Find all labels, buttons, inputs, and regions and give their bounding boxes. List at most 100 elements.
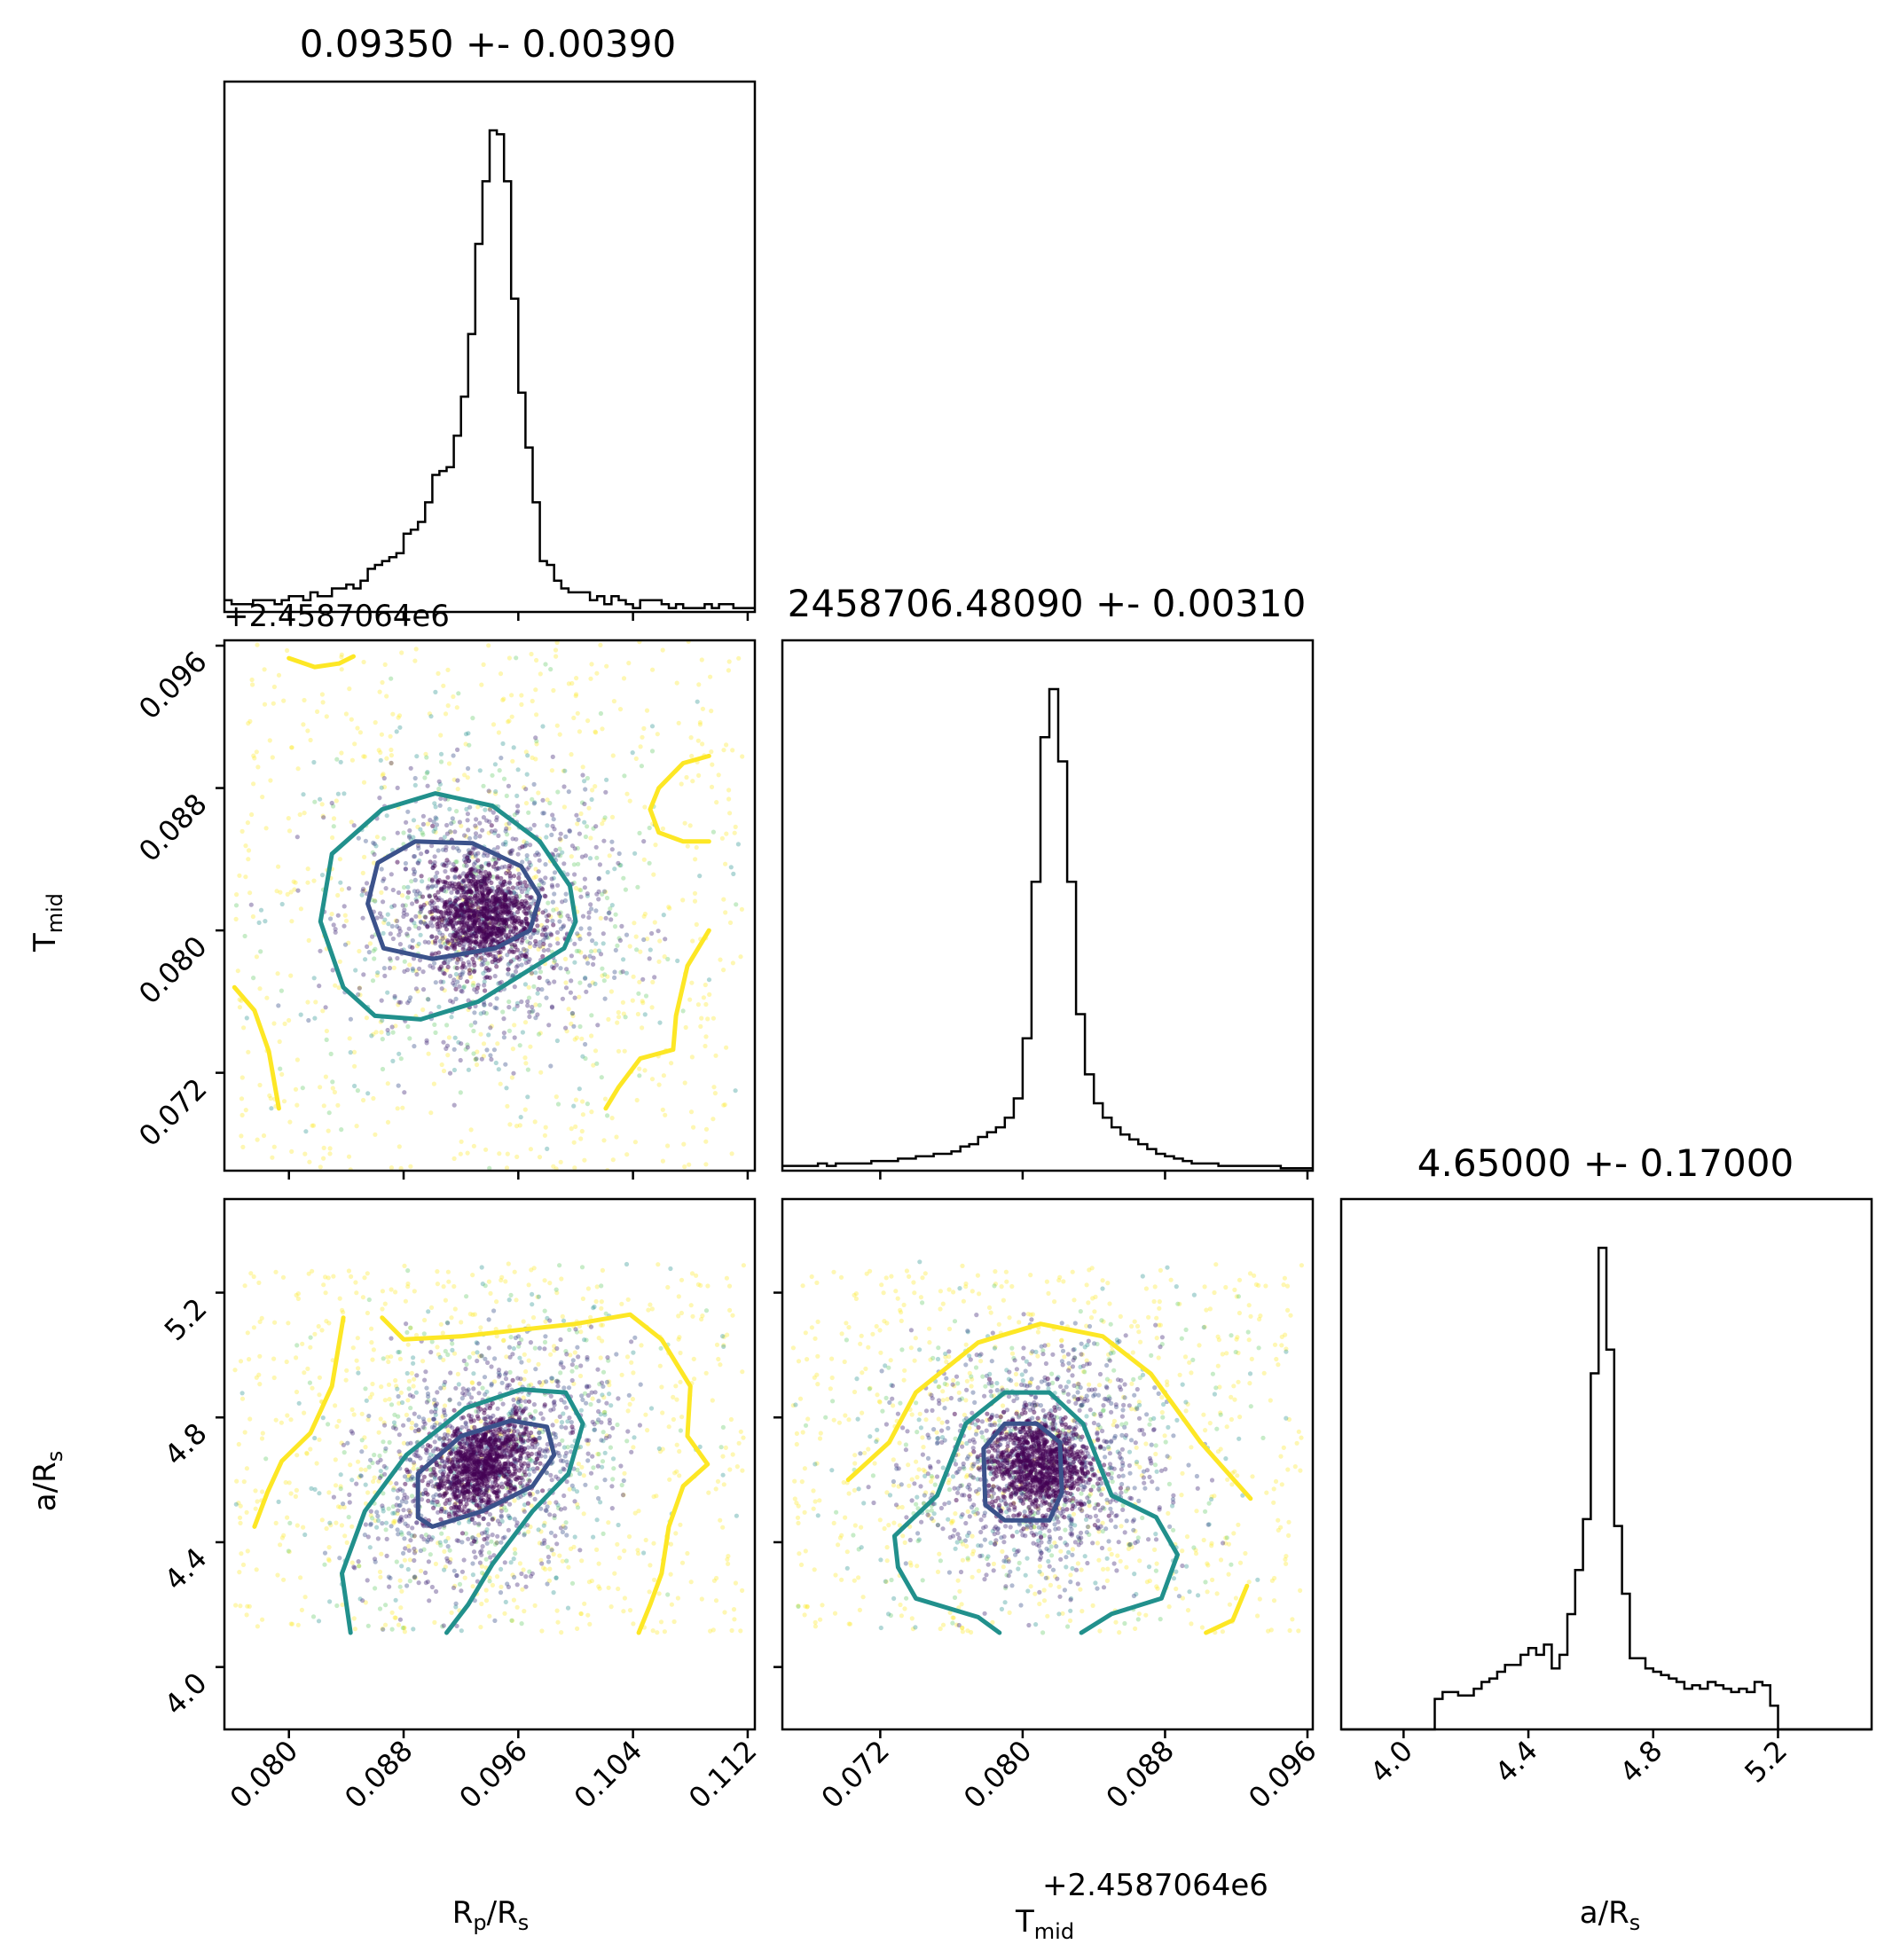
scatter-point <box>690 938 695 944</box>
scatter-point <box>271 1356 277 1361</box>
scatter-point <box>488 1025 493 1031</box>
scatter-point <box>563 1025 569 1031</box>
scatter-point <box>555 1450 561 1455</box>
scatter-point <box>569 1377 575 1384</box>
scatter-point <box>586 914 592 921</box>
scatter-point <box>486 643 491 648</box>
scatter-point <box>619 923 624 929</box>
scatter-point <box>481 1010 487 1015</box>
scatter-point <box>503 892 508 898</box>
scatter-point <box>406 1417 412 1423</box>
scatter-point <box>558 1469 563 1474</box>
scatter-point <box>582 819 587 825</box>
scatter-point <box>403 866 408 872</box>
scatter-point <box>451 1283 457 1290</box>
scatter-point <box>557 1553 562 1558</box>
scatter-point <box>511 1556 516 1562</box>
scatter-point <box>244 1015 249 1021</box>
scatter-point <box>552 1344 557 1349</box>
scatter-point <box>319 692 325 697</box>
scatter-point <box>326 1545 332 1550</box>
scatter-point <box>572 872 577 877</box>
scatter-point <box>733 1088 738 1094</box>
scatter-point <box>475 1049 480 1054</box>
scatter-point <box>507 1369 513 1375</box>
scatter-point <box>411 1355 416 1360</box>
scatter-point <box>633 934 639 939</box>
scatter-point <box>333 1403 338 1408</box>
scatter-point <box>517 1355 522 1360</box>
scatter-point <box>240 1562 247 1567</box>
scatter-point <box>627 944 632 949</box>
scatter-point <box>402 959 407 964</box>
scatter-point <box>512 1517 517 1522</box>
scatter-point <box>721 1344 726 1349</box>
scatter-point <box>294 1355 299 1360</box>
scatter-point <box>560 1558 565 1564</box>
scatter-point <box>465 979 470 984</box>
scatter-point <box>576 861 581 866</box>
scatter-point <box>739 906 745 912</box>
scatter-point <box>331 922 336 928</box>
scatter-point <box>377 1606 383 1611</box>
scatter-point <box>377 1569 383 1574</box>
scatter-point <box>734 1464 740 1470</box>
scatter-point <box>705 1283 711 1289</box>
scatter-point <box>418 827 423 832</box>
scatter-point <box>593 948 598 953</box>
scatter-point <box>623 887 629 892</box>
scatter-point <box>487 1165 492 1171</box>
scatter-point <box>616 1522 621 1528</box>
scatter-point <box>554 1094 559 1100</box>
scatter-point <box>538 1529 544 1534</box>
scatter-point <box>596 876 601 882</box>
scatter-point <box>522 947 528 953</box>
scatter-point <box>585 1384 590 1390</box>
scatter-point <box>626 1534 632 1540</box>
scatter-point <box>368 1522 373 1527</box>
scatter-point <box>487 1579 492 1584</box>
scatter-point <box>572 1534 577 1540</box>
scatter-point <box>405 1474 411 1479</box>
scatter-point <box>709 784 715 790</box>
scatter-point <box>477 820 483 826</box>
scatter-point <box>487 1512 493 1517</box>
scatter-point <box>569 680 575 686</box>
scatter-point <box>536 852 541 858</box>
scatter-point <box>627 798 632 804</box>
scatter-point <box>479 1564 485 1569</box>
scatter-point <box>567 1486 572 1492</box>
scatter-point <box>450 1347 455 1352</box>
scatter-point <box>422 775 428 780</box>
scatter-point <box>499 1274 505 1280</box>
scatter-point <box>455 747 460 753</box>
scatter-point <box>530 931 536 937</box>
scatter-point <box>438 945 444 950</box>
scatter-point <box>591 1465 596 1470</box>
scatter-point <box>375 1460 381 1465</box>
scatter-point <box>544 1379 549 1384</box>
scatter-point <box>584 989 589 994</box>
scatter-point <box>465 818 470 823</box>
scatter-point <box>533 687 538 693</box>
scatter-point <box>550 823 555 829</box>
scatter-point <box>478 878 483 884</box>
scatter-point <box>491 928 496 933</box>
scatter-point <box>279 1420 284 1425</box>
scatter-point <box>296 1400 302 1406</box>
scatter-point <box>344 1368 349 1373</box>
scatter-point <box>450 816 455 821</box>
scatter-point <box>394 1502 399 1508</box>
scatter-point <box>251 781 256 787</box>
scatter-point <box>565 1445 570 1450</box>
scatter-point <box>295 766 301 772</box>
scatter-point <box>404 1495 410 1501</box>
scatter-point <box>498 957 503 962</box>
scatter-point <box>535 1489 540 1494</box>
scatter-point <box>350 1431 356 1436</box>
scatter-point <box>522 1531 528 1536</box>
scatter-point <box>257 1082 263 1088</box>
scatter-point <box>499 1509 505 1514</box>
scatter-point <box>421 1537 427 1542</box>
scatter-point <box>439 1459 444 1464</box>
